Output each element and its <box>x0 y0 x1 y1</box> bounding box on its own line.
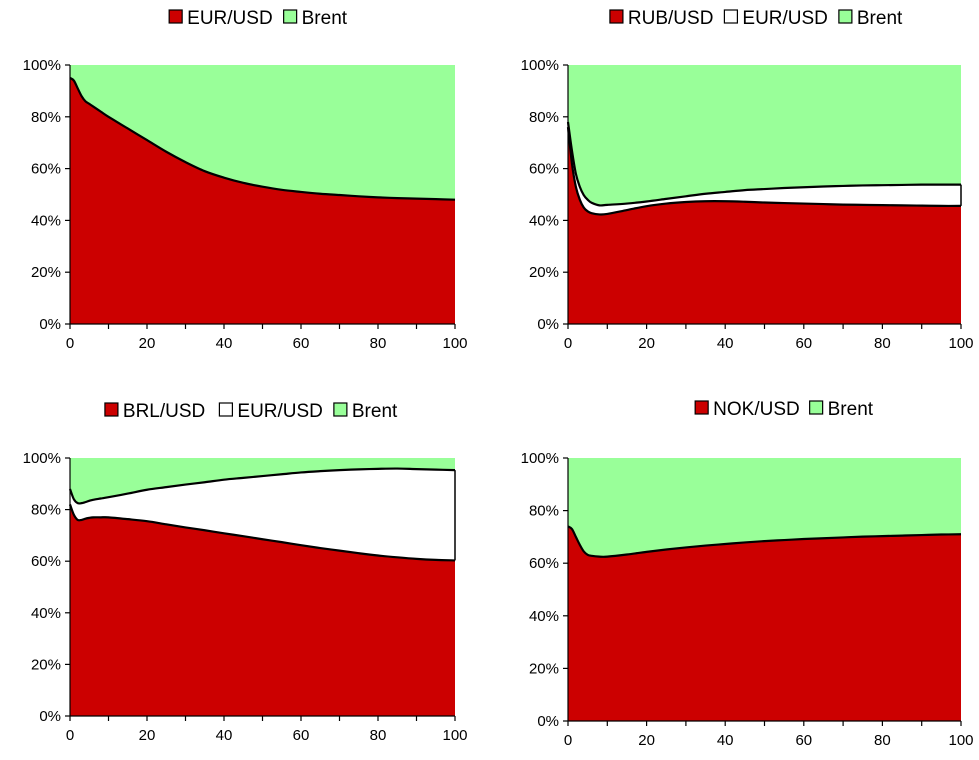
area-eur-usd <box>70 468 455 561</box>
y-tick-label: 100% <box>23 57 61 74</box>
x-tick-label: 0 <box>66 727 74 744</box>
y-tick-label: 80% <box>529 503 559 520</box>
legend-swatch-brent <box>333 402 348 417</box>
legend: NOK/USD Brent <box>694 399 874 420</box>
legend-label-nok-usd: NOK/USD <box>713 399 800 420</box>
x-tick-label: 0 <box>564 732 572 749</box>
boundary-line-1 <box>566 127 962 216</box>
x-tick-label: 20 <box>638 732 655 749</box>
x-tick-label: 80 <box>370 727 387 744</box>
x-tick-label: 20 <box>638 335 655 352</box>
boundary-line-1 <box>68 504 456 562</box>
x-tick-label: 0 <box>564 335 572 352</box>
y-tick-label: 0% <box>39 708 61 725</box>
x-tick-label: 40 <box>216 335 233 352</box>
y-tick-label: 20% <box>31 264 61 281</box>
y-tick-label: 60% <box>31 553 61 570</box>
x-tick-label: 60 <box>293 727 310 744</box>
legend-swatch-eur-usd <box>218 402 233 417</box>
legend-swatch-nok-usd <box>694 400 709 415</box>
x-tick-label: 40 <box>717 732 734 749</box>
legend: RUB/USD EUR/USD Brent <box>609 8 903 29</box>
x-tick-label: 20 <box>139 335 156 352</box>
chart-panel-2: 0% 20% 40% 60% 80% 100% 0 20 40 60 80 100 RUB/USD EUR… <box>521 8 974 352</box>
legend-label-brent: Brent <box>302 8 348 29</box>
boundary-line-2 <box>68 467 456 505</box>
legend-label-brent: Brent <box>828 399 874 420</box>
y-tick-label: 20% <box>31 656 61 673</box>
y-tick-label: 60% <box>529 161 559 178</box>
x-tick-label: 80 <box>370 335 387 352</box>
area-eur-usd <box>568 121 961 215</box>
area-brent <box>70 458 455 504</box>
legend-swatch-eur-usd <box>168 9 183 24</box>
chart-panel-3: 0% 20% 40% 60% 80% 100% 0 20 40 60 80 100 BRL/USD EUR… <box>23 401 468 744</box>
x-tick-label: 60 <box>293 335 310 352</box>
x-tick-label: 40 <box>216 727 233 744</box>
y-tick-label: 80% <box>529 109 559 126</box>
legend-label-eur-usd: EUR/USD <box>237 401 323 422</box>
x-tick-label: 80 <box>874 335 891 352</box>
boundary-line-2 <box>566 121 961 207</box>
legend-label-brl-usd: BRL/USD <box>123 401 205 422</box>
legend-label-brent: Brent <box>352 401 398 422</box>
x-tick-label: 60 <box>795 732 812 749</box>
area-brent <box>70 65 455 200</box>
legend-swatch-brent <box>283 9 298 24</box>
y-tick-label: 60% <box>31 161 61 178</box>
legend-label-brent: Brent <box>857 8 903 29</box>
y-tick-label: 80% <box>31 502 61 519</box>
area-brent <box>568 65 961 206</box>
y-tick-label: 0% <box>537 316 559 333</box>
x-tick-label: 80 <box>874 732 891 749</box>
x-tick-label: 0 <box>66 335 74 352</box>
y-tick-label: 80% <box>31 109 61 126</box>
area-brent <box>568 458 961 557</box>
legend-label-eur-usd: EUR/USD <box>742 8 828 29</box>
x-tick-label: 40 <box>717 335 734 352</box>
y-tick-label: 40% <box>529 212 559 229</box>
legend-swatch-brent <box>809 400 824 415</box>
legend-swatch-brl-usd <box>104 402 119 417</box>
x-tick-label: 20 <box>139 727 156 744</box>
y-tick-label: 100% <box>23 450 61 467</box>
chart-panel-1: 0% 20% 40% 60% 80% 100% 0 20 40 60 80 100 EUR/USD Bre… <box>23 8 468 352</box>
boundary-line-1 <box>69 76 456 201</box>
y-tick-label: 100% <box>521 57 559 74</box>
x-tick-label: 100 <box>442 727 467 744</box>
y-tick-label: 0% <box>39 316 61 333</box>
x-tick-label: 100 <box>442 335 467 352</box>
x-tick-label: 60 <box>795 335 812 352</box>
y-tick-label: 0% <box>537 713 559 730</box>
y-tick-label: 20% <box>529 660 559 677</box>
area-brl-usd <box>70 504 455 716</box>
area-rub-usd <box>568 127 961 324</box>
y-tick-label: 60% <box>529 555 559 572</box>
area-eur-usd <box>70 77 455 324</box>
legend: EUR/USD Brent <box>168 8 348 29</box>
legend-swatch-brent <box>838 9 853 24</box>
legend-label-rub-usd: RUB/USD <box>628 8 714 29</box>
chart-panel-4: 0% 20% 40% 60% 80% 100% 0 20 40 60 80 100 NOK/USD Bre… <box>521 399 974 749</box>
y-tick-label: 20% <box>529 264 559 281</box>
boundary-line-1 <box>567 525 962 558</box>
y-tick-label: 40% <box>31 605 61 622</box>
legend: BRL/USD EUR/USD Brent <box>104 401 398 422</box>
x-tick-label: 100 <box>948 732 973 749</box>
x-tick-label: 100 <box>948 335 973 352</box>
legend-swatch-eur-usd <box>723 9 739 24</box>
y-tick-label: 40% <box>529 608 559 625</box>
legend-label-eur-usd: EUR/USD <box>187 8 273 29</box>
y-tick-label: 40% <box>31 212 61 229</box>
legend-swatch-rub-usd <box>609 9 624 24</box>
area-nok-usd <box>568 526 961 721</box>
y-tick-label: 100% <box>521 450 559 467</box>
